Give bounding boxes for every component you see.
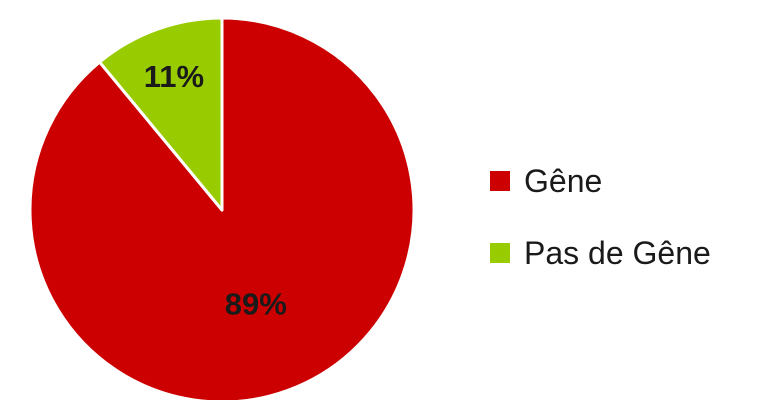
data-label-pas-de-gene: 11% (144, 59, 204, 94)
legend-item-pas-de-gene: Pas de Gêne (490, 230, 711, 276)
legend-swatch-gene (490, 171, 510, 191)
legend-swatch-pas-de-gene (490, 243, 510, 263)
legend: Gêne Pas de Gêne (490, 158, 711, 302)
pie-slices (28, 16, 416, 400)
legend-label-pas-de-gene: Pas de Gêne (524, 234, 711, 271)
pie-slice-pas-de-gene (98, 16, 224, 212)
legend-item-gene: Gêne (490, 158, 711, 204)
legend-label-gene: Gêne (524, 162, 603, 199)
data-label-gene: 89% (225, 286, 287, 321)
